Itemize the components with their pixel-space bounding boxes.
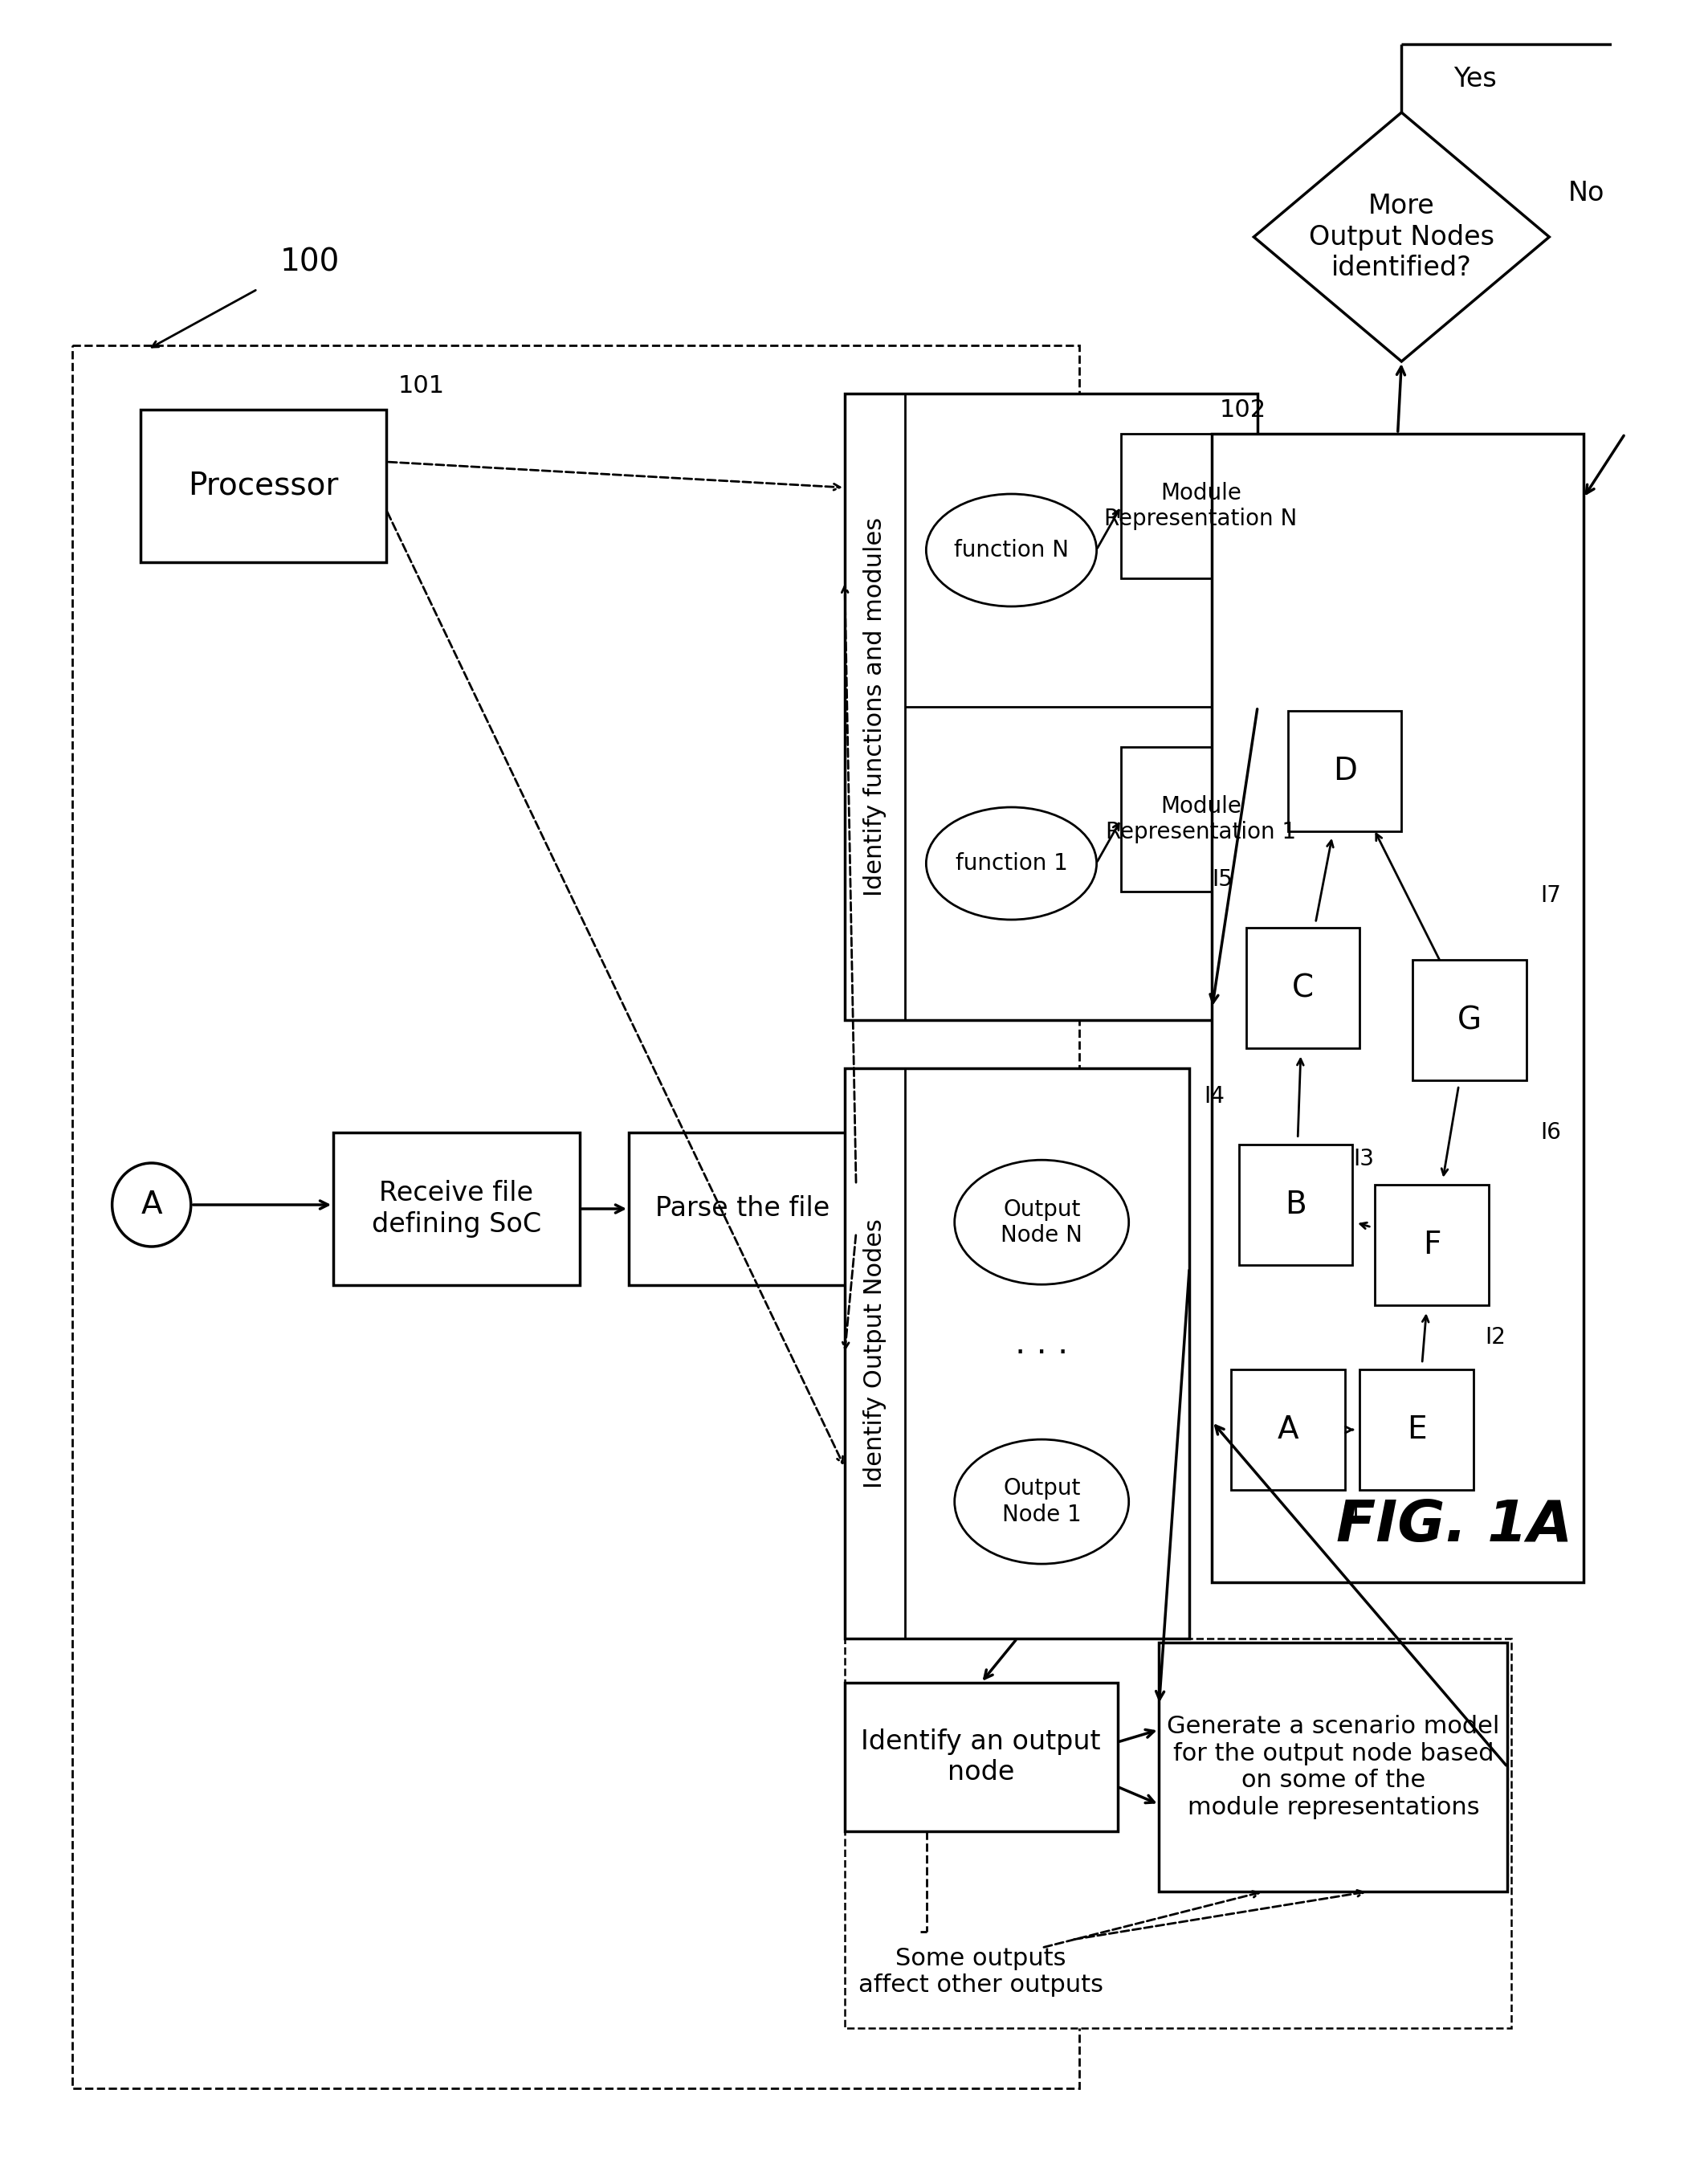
FancyBboxPatch shape: [333, 1133, 579, 1285]
Text: F: F: [1423, 1231, 1442, 1261]
Text: C: C: [1293, 974, 1313, 1004]
Text: I5: I5: [1211, 868, 1233, 892]
Text: G: G: [1457, 1004, 1483, 1036]
Text: 102: 102: [1220, 399, 1266, 421]
Text: Some outputs
affect other outputs: Some outputs affect other outputs: [859, 1947, 1103, 1997]
Text: E: E: [1407, 1414, 1426, 1444]
Text: B: B: [1284, 1190, 1307, 1220]
Text: A: A: [140, 1190, 162, 1220]
Text: I7: I7: [1541, 885, 1561, 907]
FancyBboxPatch shape: [629, 1133, 856, 1285]
Text: function 1: function 1: [955, 853, 1068, 874]
FancyBboxPatch shape: [1360, 1369, 1474, 1490]
FancyBboxPatch shape: [1213, 434, 1583, 1583]
Text: I2: I2: [1484, 1326, 1506, 1349]
FancyBboxPatch shape: [140, 410, 386, 561]
FancyBboxPatch shape: [845, 1682, 1117, 1831]
Text: A: A: [1278, 1414, 1298, 1444]
Text: Module
Representation N: Module Representation N: [1105, 481, 1298, 531]
Ellipse shape: [955, 1440, 1129, 1563]
Text: Identify functions and modules: Identify functions and modules: [863, 518, 886, 896]
Ellipse shape: [955, 1159, 1129, 1285]
Text: 100: 100: [280, 246, 340, 276]
Text: Output
Node N: Output Node N: [1001, 1198, 1083, 1246]
FancyBboxPatch shape: [1247, 928, 1360, 1047]
Ellipse shape: [926, 807, 1097, 920]
FancyBboxPatch shape: [1231, 1369, 1344, 1490]
Text: Receive file
defining SoC: Receive file defining SoC: [372, 1181, 541, 1237]
Text: Module
Representation 1: Module Representation 1: [1105, 795, 1296, 844]
FancyBboxPatch shape: [845, 393, 1257, 1019]
Text: I3: I3: [1353, 1149, 1375, 1170]
Text: 101: 101: [398, 374, 444, 397]
Text: B: B: [1705, 317, 1708, 348]
FancyBboxPatch shape: [1413, 961, 1527, 1080]
Text: Generate a scenario model
for the output node based
on some of the
module repres: Generate a scenario model for the output…: [1167, 1714, 1500, 1820]
Text: I6: I6: [1541, 1121, 1561, 1144]
Text: Yes: Yes: [1454, 67, 1496, 93]
FancyBboxPatch shape: [845, 1069, 1189, 1639]
FancyBboxPatch shape: [1120, 434, 1281, 579]
FancyBboxPatch shape: [1375, 1185, 1489, 1306]
Ellipse shape: [926, 494, 1097, 607]
FancyBboxPatch shape: [1160, 1643, 1508, 1891]
FancyBboxPatch shape: [845, 1639, 1512, 2027]
Text: Processor: Processor: [188, 471, 338, 501]
Text: Identify Output Nodes: Identify Output Nodes: [863, 1218, 886, 1488]
Text: function N: function N: [955, 540, 1069, 561]
FancyBboxPatch shape: [72, 345, 1079, 2088]
FancyBboxPatch shape: [1238, 1144, 1353, 1265]
Text: Parse the file: Parse the file: [656, 1196, 830, 1222]
Text: No: No: [1568, 179, 1606, 205]
Text: · · ·: · · ·: [1015, 1336, 1068, 1371]
Text: More
Output Nodes
identified?: More Output Nodes identified?: [1308, 192, 1494, 281]
Text: Identify an output
node: Identify an output node: [861, 1729, 1102, 1785]
Text: FIG. 1A: FIG. 1A: [1336, 1498, 1573, 1554]
Text: Output
Node 1: Output Node 1: [1003, 1477, 1081, 1526]
FancyBboxPatch shape: [1120, 747, 1281, 892]
FancyBboxPatch shape: [1288, 710, 1402, 831]
Text: D: D: [1332, 756, 1356, 786]
Text: I4: I4: [1204, 1086, 1225, 1108]
Circle shape: [1674, 289, 1708, 378]
Circle shape: [113, 1164, 191, 1246]
Polygon shape: [1254, 112, 1549, 361]
Text: I1: I1: [1342, 1505, 1363, 1526]
